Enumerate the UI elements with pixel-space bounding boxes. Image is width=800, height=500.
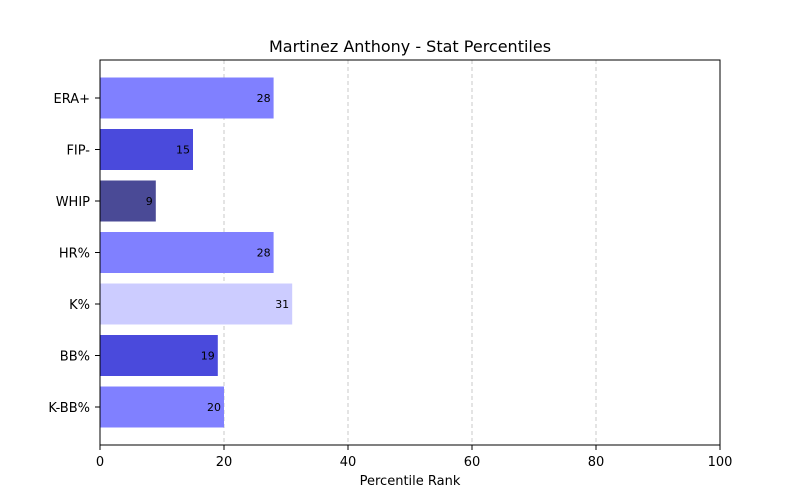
bar-value-label: 31 — [275, 298, 289, 311]
y-tick-label: WHIP — [56, 195, 90, 210]
data-labels: 28 15 9 28 31 19 20 — [146, 92, 289, 414]
bar-k- — [100, 283, 293, 325]
bar-value-label: 19 — [201, 350, 215, 363]
bar-value-label: 20 — [207, 401, 221, 414]
y-tick-label: HR% — [59, 247, 90, 262]
bar-value-label: 9 — [146, 195, 153, 208]
bar-value-label: 28 — [257, 92, 271, 105]
y-tick-label: ERA+ — [53, 92, 90, 107]
x-tick-label: 80 — [588, 455, 605, 470]
y-tick-label: FIP- — [66, 144, 90, 159]
grid-lines — [223, 60, 597, 445]
y-axis-ticks: ERA+ FIP- WHIP HR% K% BB% K-BB% — [48, 92, 100, 416]
x-tick-label: 40 — [340, 455, 357, 470]
bar-hr- — [100, 232, 274, 273]
x-tick-label: 0 — [96, 455, 104, 470]
x-tick-label: 100 — [708, 455, 733, 470]
chart-title: Martinez Anthony - Stat Percentiles — [269, 37, 551, 56]
y-tick-label: BB% — [60, 350, 90, 365]
bar-k-bb- — [100, 386, 224, 428]
bar-bb- — [100, 335, 218, 376]
bars — [100, 77, 293, 428]
x-axis-ticks: 0 20 40 60 80 100 — [96, 445, 733, 470]
x-tick-label: 20 — [216, 455, 233, 470]
bar-whip — [100, 180, 156, 222]
bar-fip- — [100, 129, 193, 170]
y-tick-label: K-BB% — [48, 401, 90, 416]
bar-era- — [100, 77, 274, 119]
x-tick-label: 60 — [464, 455, 481, 470]
bar-value-label: 28 — [257, 247, 271, 260]
bar-value-label: 15 — [176, 144, 190, 157]
x-axis-label: Percentile Rank — [360, 474, 461, 489]
y-tick-label: K% — [69, 298, 90, 313]
